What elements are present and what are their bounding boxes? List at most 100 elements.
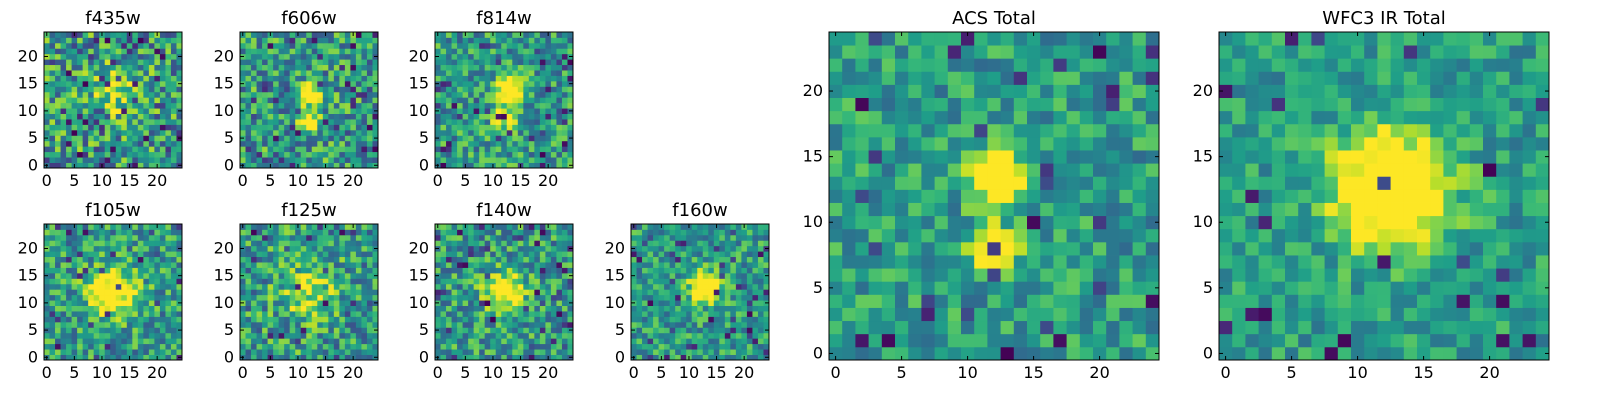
- heatmap-cell: [256, 278, 263, 285]
- heatmap-cell: [333, 102, 340, 109]
- heatmap-cell: [757, 229, 764, 236]
- heatmap-cell: [82, 332, 89, 339]
- heatmap-cell: [451, 151, 458, 158]
- heatmap-cell: [451, 53, 458, 60]
- heatmap-cell: [921, 307, 935, 322]
- heatmap-cell: [680, 289, 687, 296]
- heatmap-cell: [121, 157, 128, 163]
- heatmap-cell: [556, 278, 563, 285]
- heatmap-cell: [561, 343, 568, 350]
- heatmap-cell: [686, 229, 693, 236]
- heatmap-cell: [713, 256, 720, 263]
- heatmap-cell: [355, 91, 362, 98]
- heatmap-cell: [523, 37, 530, 44]
- heatmap-cell: [550, 278, 557, 285]
- heatmap-cell: [126, 135, 133, 142]
- heatmap-cell: [479, 42, 486, 49]
- heatmap-cell: [77, 327, 84, 334]
- heatmap-cell: [468, 311, 475, 317]
- heatmap-cell: [501, 343, 508, 350]
- heatmap-cell: [1119, 215, 1133, 230]
- heatmap-cell: [473, 129, 480, 136]
- heatmap-cell: [99, 294, 106, 301]
- heatmap-cell: [495, 267, 502, 274]
- heatmap-cell: [55, 37, 61, 44]
- heatmap-cell: [245, 338, 252, 345]
- heatmap-cell: [435, 338, 441, 345]
- heatmap-cell: [479, 48, 486, 55]
- heatmap-cell: [658, 256, 665, 263]
- heatmap-cell: [278, 48, 285, 55]
- heatmap-cell: [534, 251, 541, 258]
- heatmap-cell: [143, 135, 150, 142]
- heatmap-cell: [126, 91, 133, 98]
- heatmap-cell: [344, 343, 351, 350]
- heatmap-cell: [55, 262, 61, 268]
- heatmap-cell: [121, 262, 128, 268]
- heatmap-cell: [159, 343, 166, 350]
- heatmap-cell: [440, 146, 447, 153]
- heatmap-cell: [350, 283, 357, 290]
- heatmap-cell: [512, 321, 519, 328]
- heatmap-cell: [300, 338, 307, 345]
- heatmap-cell: [713, 272, 720, 279]
- heatmap-cell: [333, 256, 340, 263]
- heatmap-cell: [273, 75, 280, 82]
- heatmap-cell: [267, 240, 274, 247]
- heatmap-cell: [523, 267, 530, 274]
- heatmap-cell: [686, 294, 693, 301]
- heatmap-cell: [245, 86, 252, 93]
- heatmap-cell: [176, 32, 183, 38]
- heatmap-cell: [658, 262, 665, 268]
- heatmap-cell: [517, 294, 524, 301]
- heatmap-cell: [284, 97, 291, 104]
- heatmap-cell: [473, 102, 480, 109]
- heatmap-cell: [322, 140, 329, 147]
- heatmap-cell: [71, 42, 78, 49]
- heatmap-cell: [741, 256, 748, 263]
- heatmap-cell: [881, 307, 896, 322]
- heatmap-cell: [355, 240, 362, 247]
- heatmap-cell: [176, 91, 183, 98]
- heatmap-cell: [267, 289, 274, 296]
- heatmap-cell: [278, 354, 285, 361]
- heatmap-cell: [435, 91, 441, 98]
- heatmap-cell: [462, 278, 469, 285]
- heatmap-cell: [1132, 189, 1147, 203]
- heatmap-cell: [350, 343, 357, 350]
- heatmap-cell: [60, 48, 67, 55]
- heatmap-cell: [300, 300, 307, 306]
- heatmap-cell: [855, 320, 869, 335]
- heatmap-cell: [457, 240, 463, 247]
- heatmap-cell: [664, 305, 671, 312]
- heatmap-cell: [154, 262, 161, 268]
- heatmap-cell: [295, 53, 302, 60]
- heatmap-cell: [165, 256, 172, 263]
- heatmap-cell: [273, 129, 280, 136]
- heatmap-cell: [66, 343, 72, 350]
- heatmap-cell: [457, 289, 463, 296]
- heatmap-cell: [278, 234, 285, 241]
- heatmap-cell: [49, 97, 56, 104]
- heatmap-cell: [300, 245, 307, 252]
- heatmap-cell: [724, 245, 731, 252]
- heatmap-cell: [440, 64, 447, 71]
- heatmap-cell: [484, 229, 491, 236]
- heatmap-cell: [132, 349, 139, 355]
- heatmap-cell: [104, 240, 111, 247]
- heatmap-cell: [752, 245, 759, 252]
- heatmap-cell: [523, 262, 530, 268]
- heatmap-cell: [273, 262, 280, 268]
- heatmap-cell: [137, 327, 144, 334]
- heatmap-cell: [262, 70, 268, 76]
- heatmap-cell: [88, 251, 95, 258]
- heatmap-cell: [159, 80, 166, 87]
- heatmap-cell: [479, 64, 486, 71]
- heatmap-cell: [137, 349, 144, 355]
- heatmap-cell: [512, 91, 519, 98]
- heatmap-cell: [148, 256, 155, 263]
- heatmap-cell: [501, 86, 508, 93]
- heatmap-cell: [446, 129, 452, 136]
- heatmap-cell: [251, 240, 257, 247]
- heatmap-cell: [115, 75, 122, 82]
